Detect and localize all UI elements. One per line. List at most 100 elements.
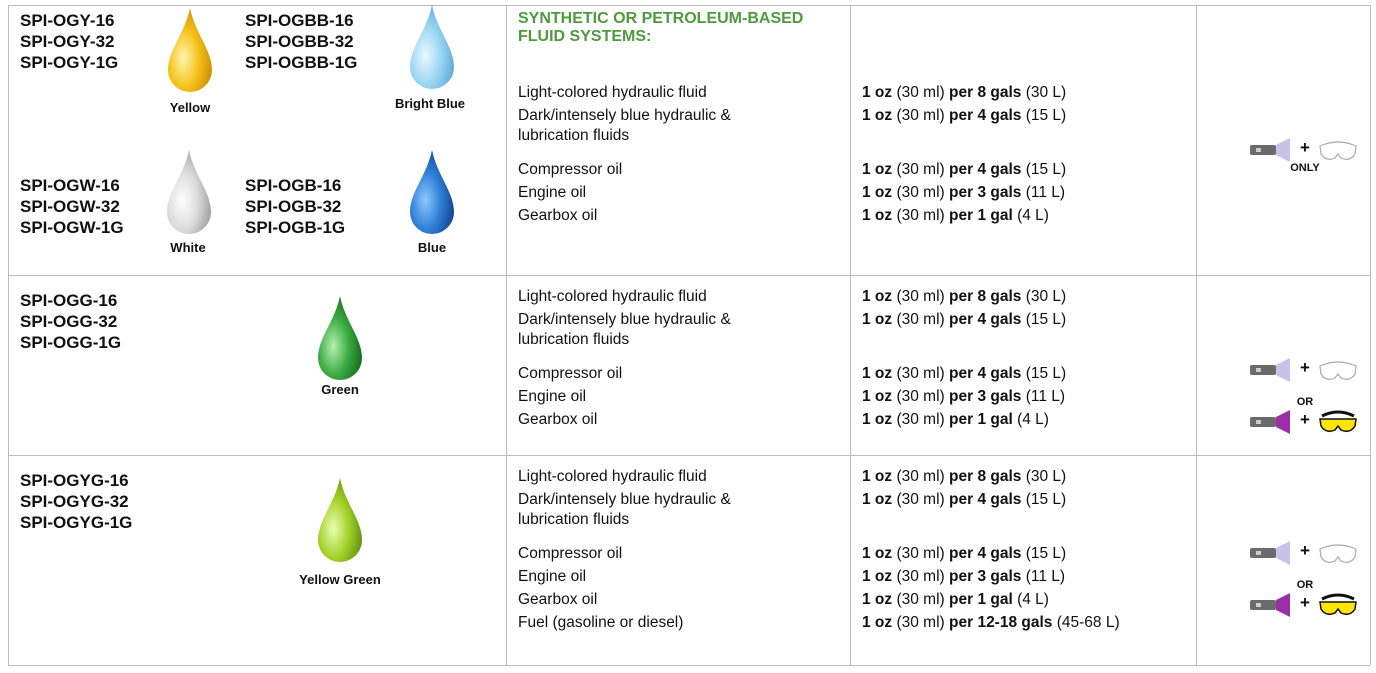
dosage-amount: 1 oz [862,388,893,405]
color-label: White [170,240,206,255]
color-label: Green [321,382,359,397]
dosage-amount-metric: (30 ml) [896,614,945,631]
dosage-rate: per 3 gals [949,388,1022,405]
border [506,5,507,665]
dosage-rate-metric: (11 L) [1025,388,1066,405]
border [8,275,1370,276]
fluid: Fuel (gasoline or diesel) [518,614,684,631]
product-code: SPI-OGW-1G [20,218,124,237]
product-code: SPI-OGB-1G [245,218,346,237]
dosage-rate-metric: (11 L) [1025,184,1066,201]
dosage: 1 oz (30 ml) per 4 gals (15 L) [850,310,1196,350]
fluid: Dark/intensely blue hydraulic & lubricat… [518,491,731,528]
dosage-rate: per 12-18 gals [949,614,1053,631]
dosage: 1 oz (30 ml) per 4 gals (15 L) [850,364,1196,384]
dosage-amount: 1 oz [862,568,893,585]
product-code: SPI-OGYG-32 [20,492,129,511]
dosage-amount-metric: (30 ml) [896,411,945,428]
dosage-amount-metric: (30 ml) [896,161,945,178]
glasses [1318,593,1358,616]
dosage: 1 oz (30 ml) per 3 gals (11 L) [850,183,1196,203]
border [1196,5,1197,665]
dosage-amount-metric: (30 ml) [896,107,945,124]
dosage-rate: per 8 gals [949,468,1022,485]
product-code: SPI-OGW-16 [20,176,120,195]
dosage-amount-metric: (30 ml) [896,365,945,382]
glasses [1319,544,1357,563]
fluid: Dark/intensely blue hydraulic & lubricat… [518,107,731,144]
dosage-rate: per 4 gals [949,311,1022,328]
uv-light [1250,410,1290,434]
product-code: SPI-OGB-16 [245,176,342,195]
product-code: SPI-OGBB-1G [245,53,358,72]
dosage-rate: per 1 gal [949,591,1013,608]
fluid: Compressor oil [518,161,623,178]
dosage-amount-metric: (30 ml) [896,311,945,328]
product-codes: SPI-OGYG-16 SPI-OGYG-32 SPI-OGYG-1G [20,470,132,533]
product-codes: SPI-OGG-16 SPI-OGG-32 SPI-OGG-1G [20,290,121,353]
fluid: Light-colored hydraulic fluid [518,84,707,101]
fluid-grid: Light-colored hydraulic fluid 1 oz (30 ml… [506,287,1196,433]
dosage-rate-metric: (30 L) [1025,84,1067,101]
fluid: Light-colored hydraulic fluid [518,468,707,485]
drop [318,296,362,380]
glasses [1318,410,1358,433]
dosage: 1 oz (30 ml) per 1 gal (4 L) [850,590,1196,610]
dosage-rate: per 4 gals [949,491,1022,508]
dosage-amount: 1 oz [862,207,893,224]
dosage-rate: per 1 gal [949,207,1013,224]
dosage-rate-metric: (4 L) [1017,591,1049,608]
product-codes: SPI-OGBB-16 SPI-OGBB-32 SPI-OGBB-1G [245,10,357,73]
plus: + [1300,410,1310,429]
product-code: SPI-OGG-1G [20,333,122,352]
dosage: 1 oz (30 ml) per 1 gal (4 L) [850,206,1196,226]
plus: + [1300,358,1310,377]
dosage-amount: 1 oz [862,591,893,608]
dosage-rate: per 8 gals [949,84,1022,101]
product-code: SPI-OGYG-16 [20,471,129,490]
tool-note: ONLY [1290,162,1320,174]
drop [168,8,212,92]
product-codes: SPI-OGB-16 SPI-OGB-32 SPI-OGB-1G [245,175,345,238]
dosage-amount-metric: (30 ml) [896,591,945,608]
dosage: 1 oz (30 ml) per 8 gals (30 L) [850,287,1196,307]
dosage-rate-metric: (15 L) [1025,365,1067,382]
plus: + [1300,541,1310,560]
heading: SYNTHETIC OR PETROLEUM-BASED FLUID SYSTE… [518,10,804,45]
dosage-rate-metric: (15 L) [1025,545,1067,562]
border [850,5,851,665]
color-label: Bright Blue [394,96,466,111]
fluid-grid: Light-colored hydraulic fluid 1 oz (30 ml… [506,83,1196,229]
uv-light [1250,541,1290,565]
dosage-amount-metric: (30 ml) [896,84,945,101]
dosage-amount: 1 oz [862,491,893,508]
dosage-amount: 1 oz [862,411,893,428]
product-codes: SPI-OGY-16 SPI-OGY-32 SPI-OGY-1G [20,10,118,73]
uv-light [1250,138,1290,162]
border [8,5,9,665]
product-code: SPI-OGY-32 [20,32,115,51]
product-code: SPI-OGG-32 [20,312,118,331]
product-code: SPI-OGBB-16 [245,11,354,30]
fluid: Gearbox oil [518,591,598,608]
dosage-rate-metric: (15 L) [1025,311,1067,328]
drop [167,150,211,234]
dosage-rate: per 3 gals [949,568,1022,585]
product-code: SPI-OGY-1G [20,53,119,72]
dosage-amount-metric: (30 ml) [896,288,945,305]
dosage-amount: 1 oz [862,84,893,101]
drop [410,5,454,89]
product-code: SPI-OGW-32 [20,197,120,216]
dosage-rate-metric: (30 L) [1025,468,1067,485]
dosage: 1 oz (30 ml) per 4 gals (15 L) [850,106,1196,146]
dosage-amount: 1 oz [862,161,893,178]
drop [318,478,362,562]
dosage-amount: 1 oz [862,468,893,485]
dosage-rate-metric: (11 L) [1025,568,1066,585]
dosage-rate-metric: (30 L) [1025,288,1067,305]
dosage-amount: 1 oz [862,107,893,124]
product-code: SPI-OGG-16 [20,291,118,310]
color-label: Blue [417,240,447,255]
dosage-amount: 1 oz [862,311,893,328]
